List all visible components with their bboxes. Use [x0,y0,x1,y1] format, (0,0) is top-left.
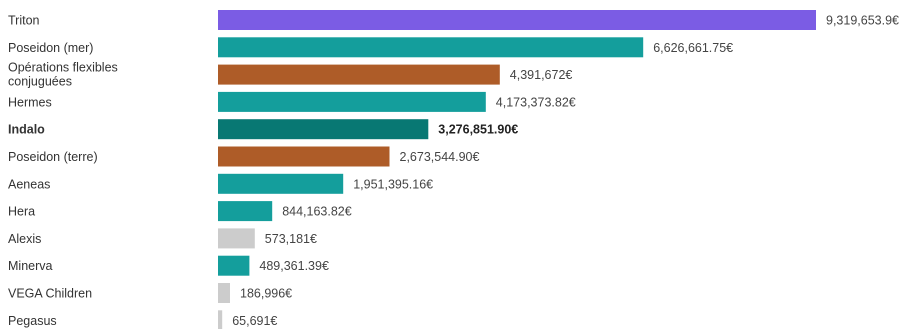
bar-alexis[interactable] [218,228,255,249]
value-label-operations-flexibles-conjuguees: 4,391,672€ [510,68,573,82]
value-label-vega-children: 186,996€ [240,287,292,301]
category-label-pegasus: Pegasus [8,314,57,328]
bar-minerva[interactable] [218,255,250,276]
value-label-aeneas: 1,951,395.16€ [353,177,433,191]
value-label-indalo: 3,276,851.90€ [438,123,518,137]
category-label-operations-flexibles-conjuguees: Opérations flexibles conjuguées [8,61,118,89]
bar-triton[interactable] [218,10,816,30]
bar-hermes[interactable] [218,91,486,112]
category-label-triton: Triton [8,14,40,28]
value-label-hermes: 4,173,373.82€ [496,95,576,109]
category-label-indalo: Indalo [8,123,45,137]
bar-vega-children[interactable] [218,283,230,303]
bar-poseidon-mer[interactable] [218,37,644,58]
category-label-alexis: Alexis [8,232,41,246]
bar-pegasus[interactable] [218,310,223,329]
value-label-alexis: 573,181€ [265,232,317,246]
bar-indalo[interactable] [218,119,429,140]
bar-operations-flexibles-conjuguees[interactable] [218,64,500,85]
value-label-poseidon-terre: 2,673,544.90€ [400,150,480,164]
bar-poseidon-terre[interactable] [218,146,390,167]
value-label-minerva: 489,361.39€ [259,259,329,273]
category-label-hera: Hera [8,205,35,219]
value-label-pegasus: 65,691€ [232,314,277,328]
category-label-hermes: Hermes [8,95,52,109]
bar-aeneas[interactable] [218,173,344,194]
bar-hera[interactable] [218,201,273,222]
category-label-poseidon-terre: Poseidon (terre) [8,150,98,164]
value-label-poseidon-mer: 6,626,661.75€ [653,41,733,55]
value-label-hera: 844,163.82€ [282,205,352,219]
category-label-minerva: Minerva [8,259,53,273]
category-label-poseidon-mer: Poseidon (mer) [8,41,93,55]
category-label-vega-children: VEGA Children [8,287,92,301]
category-label-aeneas: Aeneas [8,177,50,191]
value-label-triton: 9,319,653.9€ [826,14,899,28]
